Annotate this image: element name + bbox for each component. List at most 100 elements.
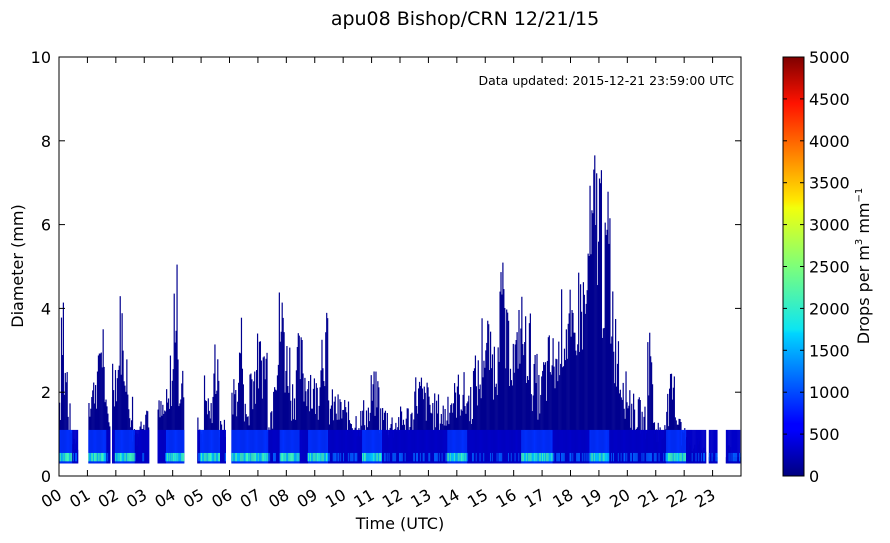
rain-column-core — [475, 452, 477, 462]
rain-column-core — [455, 452, 458, 462]
y-tick-label-10: 10 — [31, 48, 51, 67]
rain-column — [593, 169, 595, 464]
rain-column-mid — [285, 429, 287, 464]
rain-column-mid — [298, 429, 300, 464]
colorbar-ticks: 0 500 1000 1500 2000 2500 3000 3500 4000 4500 5000 — [783, 48, 850, 486]
rain-column-mid — [63, 429, 65, 464]
rain-column-mid — [542, 429, 544, 464]
x-tick-label-14: 14 — [436, 485, 463, 512]
rain-column — [101, 367, 103, 464]
rain-column-mid — [539, 429, 541, 464]
rain-column-mid — [731, 429, 733, 464]
rain-column-core — [544, 452, 547, 462]
rain-column-core — [464, 452, 466, 462]
rain-column-mid — [692, 429, 694, 464]
x-tick-label-09: 09 — [294, 485, 321, 512]
rain-column-mid — [146, 429, 148, 464]
x-tick-label-19: 19 — [578, 485, 605, 512]
rain-column-core — [607, 452, 609, 462]
rain-column — [171, 380, 173, 464]
rain-column-core — [289, 452, 291, 462]
rain-column-mid — [122, 429, 124, 464]
rain-column-mid — [100, 429, 102, 464]
rain-column-mid — [626, 429, 628, 464]
rain-column-mid — [280, 429, 282, 464]
rain-column-mid — [254, 429, 256, 464]
rain-column-mid — [75, 429, 77, 464]
rain-column-mid — [279, 429, 281, 464]
rain-column-mid — [350, 429, 352, 464]
rain-column — [259, 341, 262, 464]
rain-column — [296, 347, 298, 464]
rain-column-mid — [456, 429, 459, 464]
rain-column — [377, 381, 379, 464]
rain-column-mid — [398, 429, 400, 464]
rain-column-mid — [301, 429, 303, 464]
rain-column-core — [283, 452, 285, 462]
rain-column-mid — [410, 429, 412, 464]
rain-column-mid — [120, 429, 122, 464]
rain-column-mid — [554, 429, 556, 464]
rain-column — [123, 381, 125, 464]
rain-column-mid — [90, 429, 92, 464]
rain-column — [437, 394, 440, 464]
rain-column-mid — [445, 429, 447, 464]
rain-column-core — [287, 452, 289, 462]
rain-column-mid — [174, 429, 176, 464]
rain-column-mid — [642, 429, 644, 464]
rain-column-mid — [91, 429, 93, 464]
cbar-tick-label-3500: 3500 — [809, 174, 850, 193]
rain-column-core — [422, 452, 424, 462]
rain-column-mid — [257, 429, 260, 464]
y-tick-label-0: 0 — [41, 467, 51, 486]
rain-column-core — [328, 452, 330, 462]
rain-column-core — [269, 452, 271, 462]
rain-column-mid — [597, 429, 599, 464]
x-tick-label-17: 17 — [521, 485, 548, 512]
rain-column-core — [460, 452, 462, 462]
rain-column — [174, 342, 176, 464]
rain-column-mid — [432, 429, 434, 464]
rain-column-mid — [388, 429, 390, 464]
rain-column-core — [71, 452, 73, 462]
rain-column-mid — [664, 429, 666, 464]
rain-column — [493, 346, 495, 464]
rain-column — [256, 370, 258, 464]
rain-column — [591, 210, 593, 464]
rain-column — [423, 386, 425, 464]
rain-column-mid — [577, 429, 579, 464]
rain-column-core — [479, 452, 481, 462]
rain-column-core — [266, 452, 268, 462]
rain-column-mid — [550, 429, 552, 464]
rain-column-mid — [370, 429, 372, 464]
rain-column-core — [285, 452, 287, 462]
rain-column-core — [310, 452, 313, 462]
rain-column — [337, 394, 339, 464]
rain-column — [515, 340, 517, 464]
rain-column-mid — [579, 429, 581, 464]
rain-column-mid — [689, 429, 692, 464]
rain-column — [92, 390, 94, 464]
rain-column-mid — [412, 429, 414, 464]
rain-column-mid — [76, 429, 79, 464]
rain-column-mid — [531, 429, 533, 464]
rain-column — [604, 222, 606, 464]
rain-column-core — [268, 452, 270, 462]
rain-column-core — [448, 452, 450, 462]
rain-column-mid — [112, 429, 115, 464]
rain-column-mid — [267, 429, 269, 464]
rain-column-core — [69, 452, 71, 462]
rain-column-core — [539, 452, 541, 462]
rain-column-mid — [569, 429, 571, 464]
rain-column-mid — [533, 429, 535, 464]
rain-column-mid — [349, 429, 351, 464]
rain-column-mid — [205, 429, 208, 464]
rain-column-mid — [309, 429, 311, 464]
rain-column — [472, 370, 475, 464]
rain-column — [182, 370, 184, 464]
rain-column-mid — [199, 429, 201, 464]
rain-column-core — [561, 452, 564, 462]
rain-column-mid — [682, 429, 684, 464]
rain-column — [502, 262, 504, 464]
rain-column — [490, 368, 493, 464]
